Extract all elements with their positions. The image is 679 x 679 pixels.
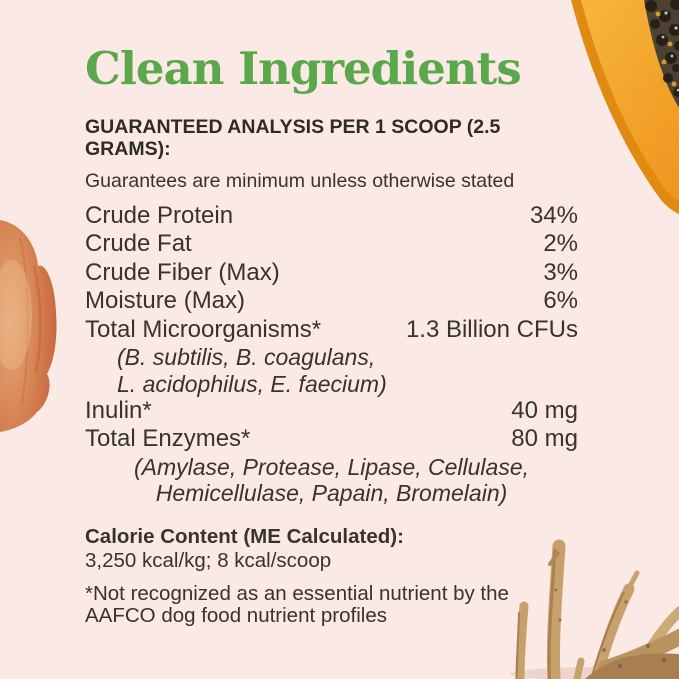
analysis-subrow: Hemicellulase, Papain, Bromelain) xyxy=(155,480,508,507)
analysis-value: 3% xyxy=(543,258,578,286)
aafco-footnote: *Not recognized as an essential nutrient… xyxy=(85,581,578,628)
analysis-label: Total Microorganisms* xyxy=(85,315,322,343)
analysis-subrow: (B. subtilis, B. coagulans, xyxy=(117,344,376,371)
guarantee-note: Guarantees are minimum unless otherwise … xyxy=(85,170,515,192)
analysis-label: Crude Fat xyxy=(85,230,192,258)
analysis-value: 6% xyxy=(543,287,578,315)
analysis-label: Moisture (Max) xyxy=(85,287,246,315)
analysis-label: Total Enzymes* xyxy=(85,425,251,453)
analysis-row: Crude Protein 34% xyxy=(85,202,578,230)
analysis-row: Total Enzymes* 80 mg xyxy=(85,425,578,453)
pumpkin-image xyxy=(0,220,57,432)
footnote-line: AAFCO dog food nutrient profiles xyxy=(85,604,387,628)
calorie-content-value: 3,250 kcal/kg; 8 kcal/scoop xyxy=(85,548,332,572)
analysis-value: 1.3 Billion CFUs xyxy=(405,315,578,343)
analysis-row: Crude Fat 2% xyxy=(85,230,578,258)
calorie-content-section: Calorie Content (ME Calculated): 3,250 k… xyxy=(85,525,578,573)
analysis-table: Crude Protein 34% Crude Fat 2% Crude Fiber (… xyxy=(85,202,578,507)
analysis-value: 80 mg xyxy=(511,425,578,453)
analysis-subrow: L. acidophilus, E. faecium) xyxy=(117,370,387,397)
analysis-row: Moisture (Max) 6% xyxy=(85,287,578,315)
guaranteed-analysis-heading: GUARANTEED ANALYSIS PER 1 SCOOP (2.5 GRA… xyxy=(85,116,501,160)
analysis-row: Crude Fiber (Max) 3% xyxy=(85,259,578,287)
analysis-label: Crude Fiber (Max) xyxy=(85,258,280,286)
roots-image xyxy=(510,539,679,679)
footnote-line: *Not recognized as an essential nutrient… xyxy=(85,581,509,605)
analysis-value: 34% xyxy=(529,202,578,229)
analysis-row: Total Microorganisms* 1.3 Billion CFUs xyxy=(85,316,578,344)
analysis-value: 2% xyxy=(543,230,578,258)
page-title: Clean Ingredients xyxy=(85,42,522,95)
analysis-label: Crude Protein xyxy=(85,202,234,229)
papaya-image xyxy=(571,0,679,215)
label-content: Clean Ingredients GUARANTEED ANALYSIS PE… xyxy=(85,46,578,628)
analysis-subrow: (Amylase, Protease, Lipase, Cellulase, xyxy=(133,453,530,480)
analysis-label: Inulin* xyxy=(85,397,152,425)
analysis-value: 40 mg xyxy=(511,397,578,425)
calorie-content-heading: Calorie Content (ME Calculated): xyxy=(85,524,404,548)
analysis-row: Inulin* 40 mg xyxy=(85,397,578,425)
